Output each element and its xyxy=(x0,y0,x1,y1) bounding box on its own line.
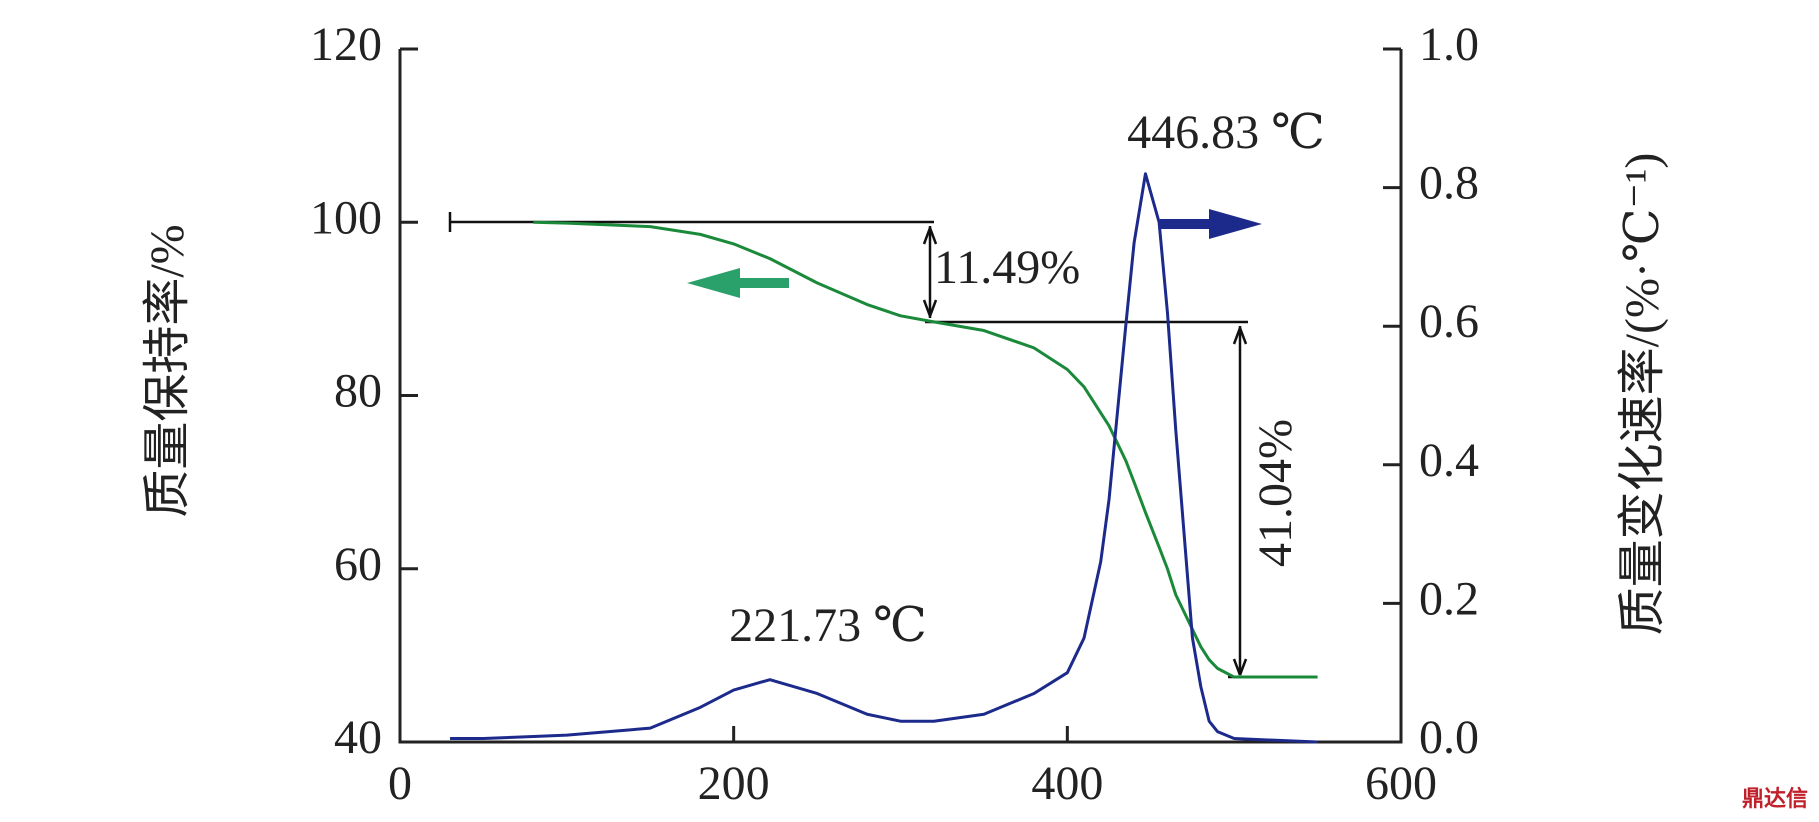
series-line xyxy=(450,172,1318,744)
y2-axis-label: 质量变化速率/(%·℃⁻¹) xyxy=(1616,153,1669,636)
y-tick-label: 80 xyxy=(334,365,382,418)
y2-tick-label: 0.0 xyxy=(1419,711,1479,764)
y2-tick-label: 0.8 xyxy=(1419,157,1479,210)
annotation-arrowheads xyxy=(922,227,1248,676)
series-line xyxy=(533,220,1318,679)
y-tick-label: 60 xyxy=(334,538,382,591)
annotation-lines xyxy=(448,212,1252,679)
y-tick-label: 40 xyxy=(334,711,382,764)
x-tick-label: 400 xyxy=(1031,757,1103,810)
x-tick-label: 0 xyxy=(388,757,412,810)
x-tick-label: 600 xyxy=(1365,757,1437,810)
y2-tick-label: 0.4 xyxy=(1419,434,1479,487)
y-axis-label: 质量保持率/% xyxy=(141,224,194,517)
y2-tick-label: 1.0 xyxy=(1419,18,1479,71)
peak-label: 221.73 ℃ xyxy=(729,599,927,652)
tg-axis-arrow xyxy=(687,268,789,298)
y2-tick-label: 0.2 xyxy=(1419,572,1479,625)
y2-tick-label: 0.6 xyxy=(1419,295,1479,348)
x-tick-label: 200 xyxy=(698,757,770,810)
mass-loss-label: 11.49% xyxy=(934,241,1080,294)
peak-label: 446.83 ℃ xyxy=(1127,106,1325,159)
dtg-axis-arrow xyxy=(1160,209,1262,239)
mass-loss-label: 41.04% xyxy=(1249,419,1302,567)
y-tick-label: 120 xyxy=(310,18,382,71)
watermark: 鼎达信 xyxy=(1742,786,1808,812)
y-tick-label: 100 xyxy=(310,191,382,244)
